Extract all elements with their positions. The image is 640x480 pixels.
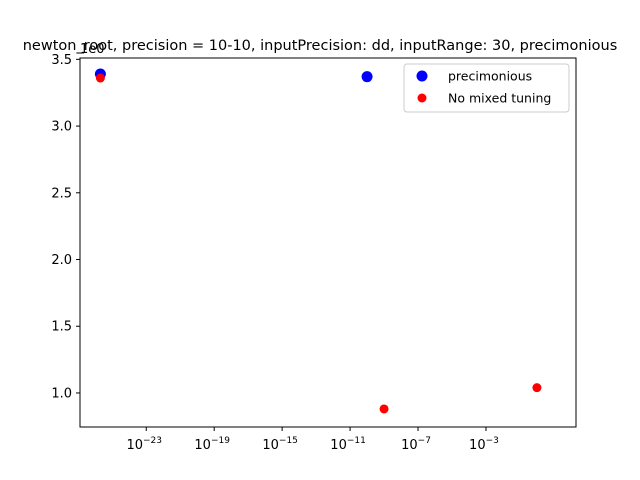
legend: precimonious No mixed tuning [403,63,570,113]
legend-marker [417,93,427,103]
x-tick-label: 10−23 [126,436,162,453]
plot-points [94,68,542,414]
y-tick-label: 1.5 [51,320,72,335]
legend-label: No mixed tuning [448,91,551,106]
x-tick-label: 10−7 [401,436,431,453]
plot-area-frame [79,57,577,428]
legend-label: precimonious [448,69,532,84]
no-mixed-tuning-point [95,73,105,83]
precimonious-point [361,71,373,83]
no-mixed-tuning-point [532,383,542,393]
chart-title: newton_root, precision = 10-10, inputPre… [23,38,618,54]
x-tick-label: 10−19 [194,436,230,453]
y-offset-label: 1e0 [80,42,105,57]
y-tick-label: 3.0 [51,120,72,135]
x-tick-label: 10−15 [262,436,298,453]
y-tick-label: 2.5 [51,186,72,201]
x-tick-label: 10−11 [330,436,366,453]
legend-box [403,63,570,113]
y-tick-label: 3.5 [51,53,72,68]
x-axis: 10−23 10−19 10−15 10−11 10−7 10−3 [126,427,499,453]
y-tick-label: 2.0 [51,253,72,268]
no-mixed-tuning-point [379,404,389,414]
y-tick-label: 1.0 [51,386,72,401]
x-tick-label: 10−3 [469,436,499,453]
y-axis: 1.0 1.5 2.0 2.5 3.0 3.5 [51,53,80,401]
legend-marker [416,70,428,82]
